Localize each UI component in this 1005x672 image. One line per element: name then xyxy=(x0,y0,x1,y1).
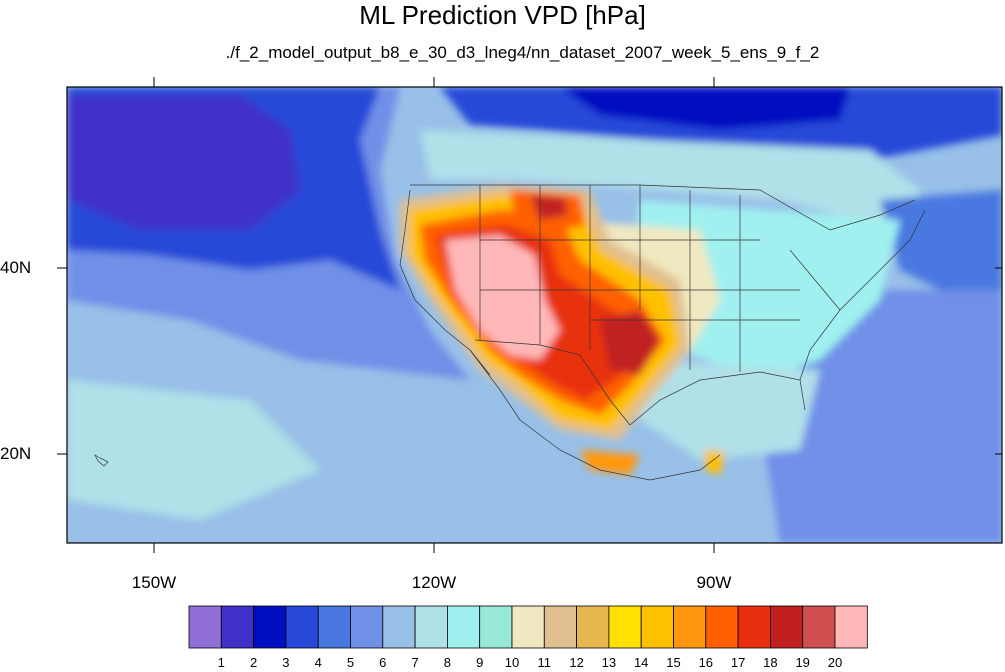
colorbar-swatch-18 xyxy=(737,605,771,649)
colorbar-swatch-20 xyxy=(802,605,836,649)
map-ticks xyxy=(57,77,1002,553)
us-canada-border xyxy=(410,184,916,231)
yucatan-warm xyxy=(705,450,725,475)
colorbar-label-10: 10 xyxy=(504,655,520,670)
canada-mid xyxy=(420,130,920,230)
colorbar-swatch-11 xyxy=(511,605,545,649)
colorbar-swatch-4 xyxy=(285,605,319,649)
north-pacific-core xyxy=(67,95,300,230)
colorbar-label-16: 16 xyxy=(698,655,714,670)
colorbar-swatch-14 xyxy=(608,605,642,649)
colorbar-swatch-21 xyxy=(834,605,868,649)
vpd-level-19-texas xyxy=(600,310,660,375)
us-east-coast xyxy=(799,209,926,381)
lon-label-90w: 90W xyxy=(696,573,732,592)
vpd-map xyxy=(57,77,1003,553)
colorbar-swatch-19 xyxy=(770,605,804,649)
colorbar-swatch-2 xyxy=(220,605,254,649)
map-title: ML Prediction VPD [hPa] xyxy=(359,0,646,30)
colorbar xyxy=(188,605,868,649)
colorbar-label-4: 4 xyxy=(314,655,322,670)
colorbar-swatch-16 xyxy=(673,605,707,649)
colorbar-label-1: 1 xyxy=(217,655,225,670)
mexico-coast xyxy=(519,419,721,481)
lat-label-40n: 40N xyxy=(0,258,32,277)
basemap-lines xyxy=(94,184,926,481)
colorbar-swatch-1 xyxy=(188,605,222,649)
mexico-coast-warm xyxy=(580,450,640,475)
colorbar-swatch-9 xyxy=(446,605,481,649)
colorbar-label-13: 13 xyxy=(601,655,617,670)
state-lines xyxy=(479,185,841,372)
colorbar-swatch-5 xyxy=(317,605,351,649)
colorbar-label-8: 8 xyxy=(443,655,451,670)
lon-label-150w: 150W xyxy=(131,573,177,592)
gulf-field xyxy=(640,360,820,460)
colorbar-label-7: 7 xyxy=(411,655,419,670)
colorbar-label-20: 20 xyxy=(827,655,843,670)
colorbar-label-9: 9 xyxy=(476,655,484,670)
colorbar-label-5: 5 xyxy=(346,655,355,670)
us-mexico-border xyxy=(474,339,631,426)
colorbar-label-17: 17 xyxy=(730,655,746,670)
hawaii-lighter-band xyxy=(67,380,320,520)
colorbar-swatch-13 xyxy=(576,605,610,649)
baja-california xyxy=(469,349,521,421)
hudson-low xyxy=(560,87,850,130)
colorbar-label-6: 6 xyxy=(379,655,387,670)
colorbar-label-19: 19 xyxy=(795,655,810,670)
colorbar-label-11: 11 xyxy=(537,655,552,670)
map-subtitle: ./f_2_model_output_b8_e_30_d3_lneg4/nn_d… xyxy=(225,43,820,62)
colorbar-swatch-7 xyxy=(382,605,416,649)
lat-label-20n: 20N xyxy=(0,444,32,463)
vpd-level-20-great-basin xyxy=(445,235,560,360)
colorbar-swatch-12 xyxy=(543,605,577,649)
colorbar-label-2: 2 xyxy=(249,655,258,670)
vpd-level-19-montana xyxy=(530,195,568,220)
colorbar-swatch-15 xyxy=(640,605,674,649)
colorbar-label-18: 18 xyxy=(763,655,778,670)
lon-label-120w: 120W xyxy=(411,573,457,592)
east-coast-low xyxy=(880,190,1002,300)
colorbar-label-14: 14 xyxy=(633,655,649,670)
colorbar-swatch-3 xyxy=(253,605,287,649)
colorbar-label-15: 15 xyxy=(666,655,681,670)
colorbar-swatch-17 xyxy=(705,605,739,649)
colorbar-label-12: 12 xyxy=(569,655,584,670)
gulf-coast xyxy=(629,371,806,426)
colorbar-swatch-10 xyxy=(479,605,513,649)
map-frame xyxy=(66,86,1003,544)
hawaii-islands xyxy=(94,454,109,467)
colorbar-label-3: 3 xyxy=(282,655,290,670)
colorbar-swatch-8 xyxy=(414,605,448,649)
colorbar-swatch-6 xyxy=(350,605,384,649)
